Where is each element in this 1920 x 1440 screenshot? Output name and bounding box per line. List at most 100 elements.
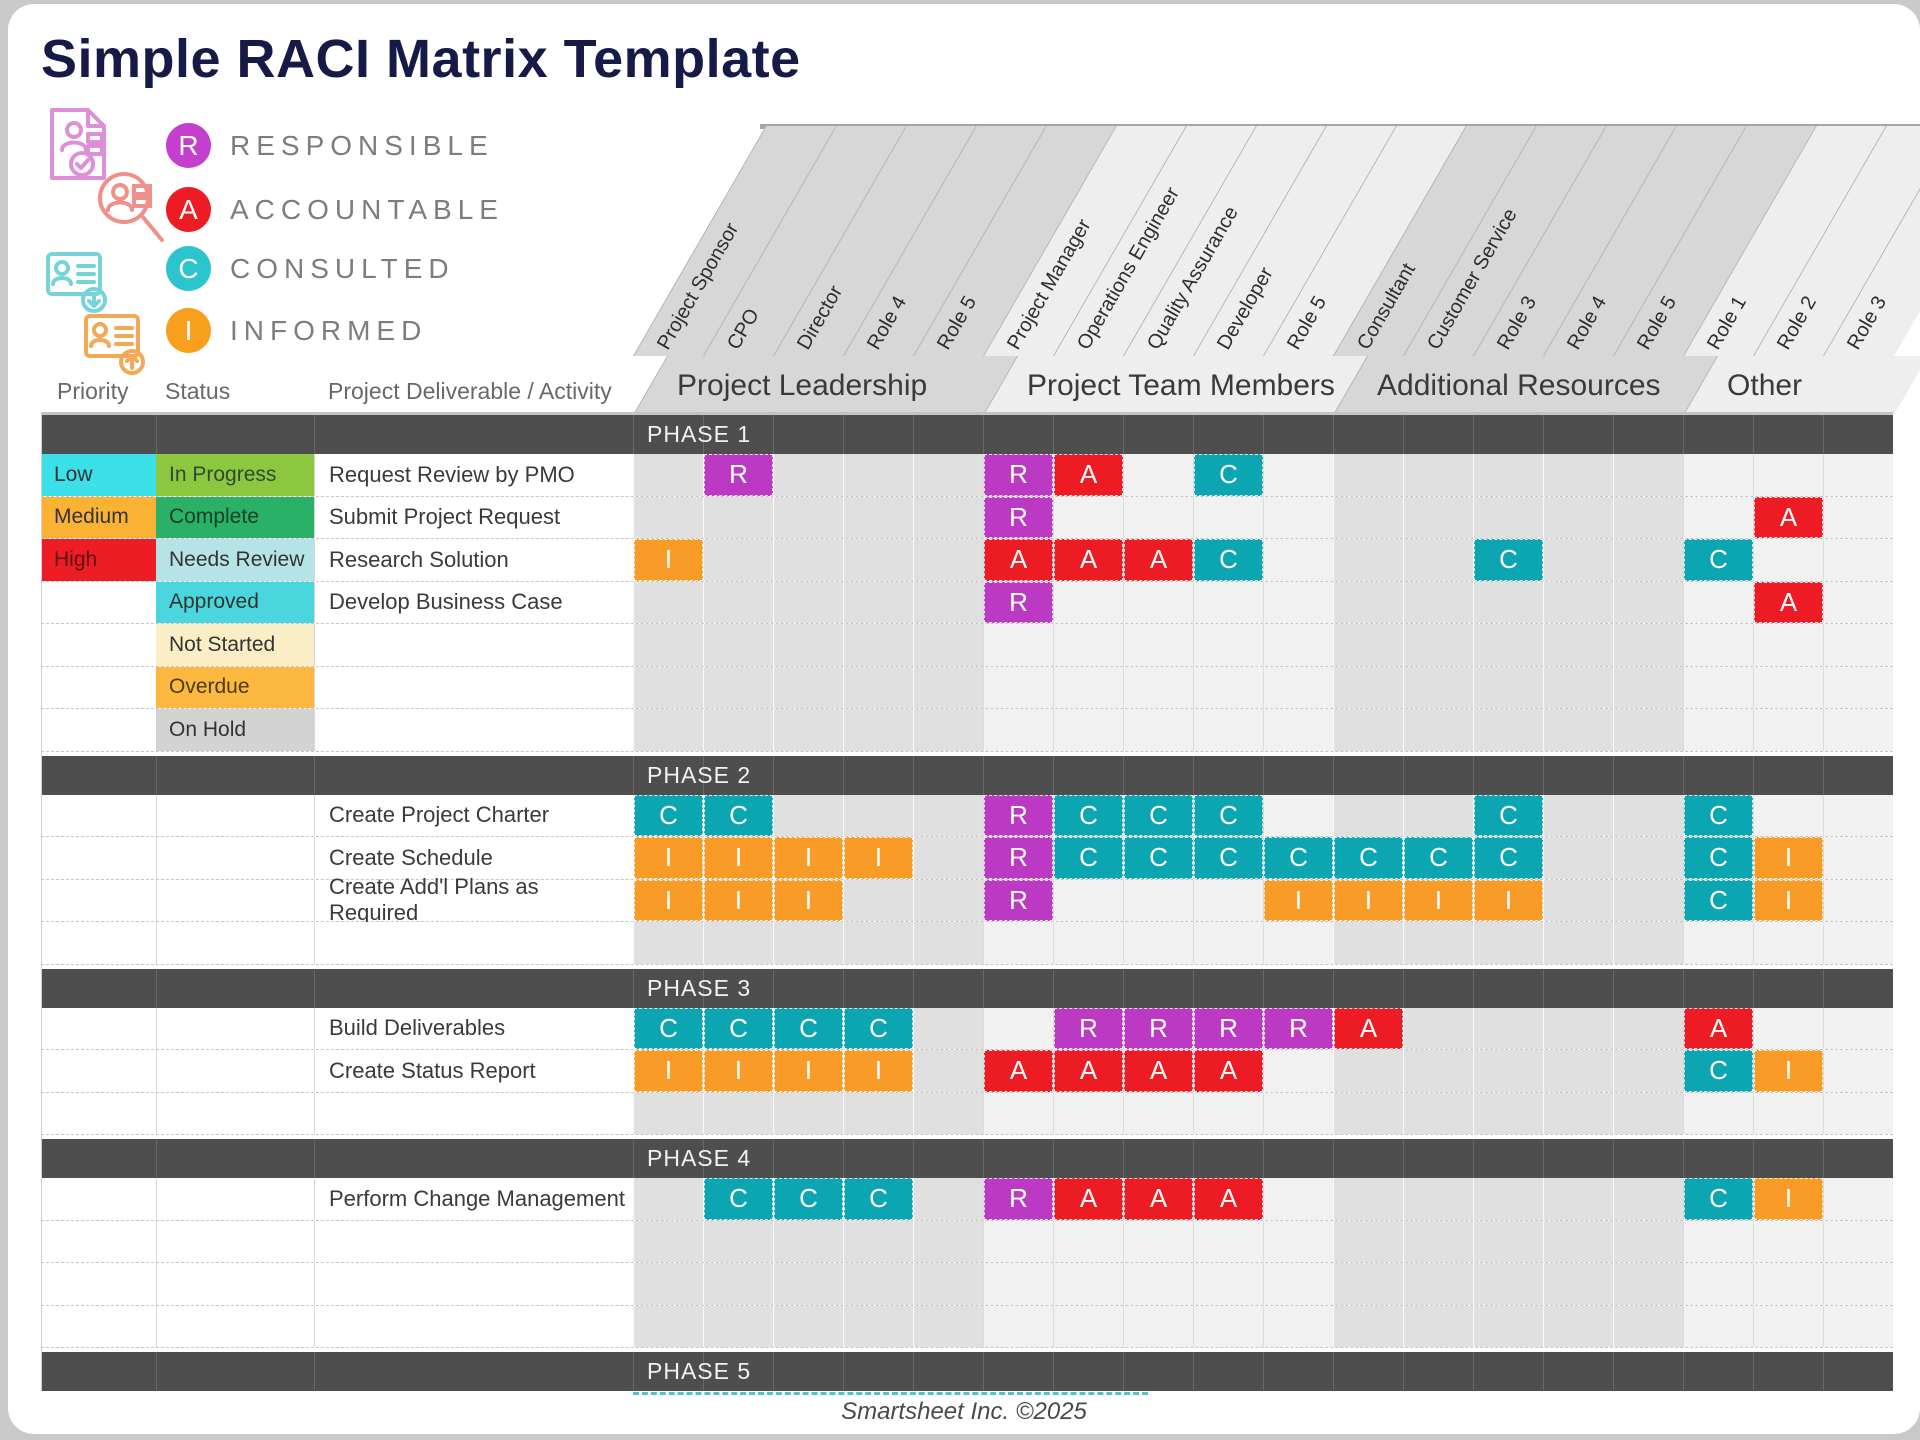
- role-cell[interactable]: [633, 1092, 703, 1134]
- role-cell[interactable]: [1543, 666, 1613, 708]
- role-cell[interactable]: [913, 581, 983, 623]
- raci-cell-i[interactable]: I: [774, 837, 843, 879]
- role-cell[interactable]: R: [983, 454, 1053, 496]
- raci-cell-i[interactable]: I: [1754, 837, 1823, 879]
- status-cell[interactable]: [156, 1220, 314, 1262]
- role-cell[interactable]: I: [843, 837, 913, 879]
- priority-cell[interactable]: [41, 1178, 156, 1220]
- role-cell[interactable]: C: [773, 1007, 843, 1049]
- role-cell[interactable]: [1543, 1050, 1613, 1092]
- activity-cell[interactable]: [314, 1220, 633, 1262]
- role-cell[interactable]: [983, 1092, 1053, 1134]
- role-cell[interactable]: [983, 666, 1053, 708]
- role-cell[interactable]: [913, 496, 983, 538]
- role-cell[interactable]: [1193, 1220, 1263, 1262]
- role-cell[interactable]: I: [633, 837, 703, 879]
- role-cell[interactable]: [1473, 1220, 1543, 1262]
- role-cell[interactable]: [1823, 1178, 1893, 1220]
- activity-cell[interactable]: [314, 666, 633, 708]
- role-cell[interactable]: [1613, 794, 1683, 836]
- role-cell[interactable]: [773, 1220, 843, 1262]
- raci-cell-c[interactable]: C: [1474, 794, 1543, 836]
- role-cell[interactable]: R: [983, 581, 1053, 623]
- role-cell[interactable]: [1333, 794, 1403, 836]
- raci-cell-a[interactable]: A: [984, 539, 1053, 581]
- raci-cell-c[interactable]: C: [844, 1007, 913, 1049]
- role-cell[interactable]: [1613, 879, 1683, 921]
- role-cell[interactable]: [1473, 1050, 1543, 1092]
- role-cell[interactable]: C: [1683, 539, 1753, 581]
- role-cell[interactable]: [1543, 1305, 1613, 1347]
- role-cell[interactable]: [1193, 666, 1263, 708]
- role-cell[interactable]: [1333, 709, 1403, 751]
- role-cell[interactable]: R: [983, 879, 1053, 921]
- priority-cell[interactable]: High: [41, 539, 156, 581]
- role-cell[interactable]: [633, 1305, 703, 1347]
- activity-cell[interactable]: Create Schedule: [314, 837, 633, 879]
- role-cell[interactable]: [633, 454, 703, 496]
- raci-cell-c[interactable]: C: [774, 1178, 843, 1220]
- priority-cell[interactable]: [41, 837, 156, 879]
- raci-cell-c[interactable]: C: [1684, 1178, 1753, 1220]
- role-cell[interactable]: I: [773, 879, 843, 921]
- role-cell[interactable]: [983, 1220, 1053, 1262]
- role-cell[interactable]: [1053, 709, 1123, 751]
- role-cell[interactable]: [1823, 496, 1893, 538]
- role-cell[interactable]: [913, 1220, 983, 1262]
- role-cell[interactable]: [1123, 666, 1193, 708]
- role-cell[interactable]: [1613, 837, 1683, 879]
- role-cell[interactable]: [1543, 1092, 1613, 1134]
- role-cell[interactable]: [1473, 1305, 1543, 1347]
- role-cell[interactable]: [913, 879, 983, 921]
- raci-cell-r[interactable]: R: [984, 794, 1053, 836]
- role-cell[interactable]: A: [1683, 1007, 1753, 1049]
- role-cell[interactable]: [1123, 922, 1193, 964]
- role-cell[interactable]: [773, 666, 843, 708]
- raci-cell-r[interactable]: R: [984, 837, 1053, 879]
- raci-cell-c[interactable]: C: [704, 1007, 773, 1049]
- raci-cell-a[interactable]: A: [1754, 496, 1823, 538]
- raci-cell-a[interactable]: A: [1054, 1178, 1123, 1220]
- role-cell[interactable]: [1403, 539, 1473, 581]
- role-cell[interactable]: [1123, 624, 1193, 666]
- role-cell[interactable]: A: [1053, 1050, 1123, 1092]
- role-cell[interactable]: [1823, 879, 1893, 921]
- role-cell[interactable]: [1683, 709, 1753, 751]
- activity-cell[interactable]: [314, 1305, 633, 1347]
- role-cell[interactable]: [1403, 496, 1473, 538]
- role-cell[interactable]: [1543, 454, 1613, 496]
- status-cell[interactable]: [156, 1263, 314, 1305]
- role-cell[interactable]: [843, 1092, 913, 1134]
- role-cell[interactable]: [633, 666, 703, 708]
- status-cell[interactable]: Needs Review: [156, 539, 314, 581]
- priority-cell[interactable]: [41, 1263, 156, 1305]
- role-cell[interactable]: [1753, 1092, 1823, 1134]
- activity-cell[interactable]: Request Review by PMO: [314, 454, 633, 496]
- role-cell[interactable]: A: [983, 1050, 1053, 1092]
- role-cell[interactable]: [773, 624, 843, 666]
- raci-cell-c[interactable]: C: [634, 794, 703, 836]
- role-cell[interactable]: C: [1473, 539, 1543, 581]
- role-cell[interactable]: [1823, 709, 1893, 751]
- role-cell[interactable]: [1823, 666, 1893, 708]
- role-cell[interactable]: [843, 454, 913, 496]
- raci-cell-a[interactable]: A: [1054, 454, 1123, 496]
- role-cell[interactable]: [843, 794, 913, 836]
- raci-cell-c[interactable]: C: [1684, 1050, 1753, 1092]
- role-cell[interactable]: A: [1753, 581, 1823, 623]
- role-cell[interactable]: [1403, 581, 1473, 623]
- activity-cell[interactable]: [314, 624, 633, 666]
- role-cell[interactable]: [843, 879, 913, 921]
- role-cell[interactable]: [1403, 794, 1473, 836]
- role-cell[interactable]: [913, 1263, 983, 1305]
- raci-cell-i[interactable]: I: [704, 1050, 773, 1092]
- role-cell[interactable]: [1613, 1092, 1683, 1134]
- role-cell[interactable]: [1193, 496, 1263, 538]
- role-cell[interactable]: [1123, 454, 1193, 496]
- role-cell[interactable]: R: [983, 794, 1053, 836]
- role-cell[interactable]: [703, 922, 773, 964]
- role-cell[interactable]: [1403, 1220, 1473, 1262]
- role-cell[interactable]: [1753, 709, 1823, 751]
- role-cell[interactable]: I: [843, 1050, 913, 1092]
- role-cell[interactable]: [913, 709, 983, 751]
